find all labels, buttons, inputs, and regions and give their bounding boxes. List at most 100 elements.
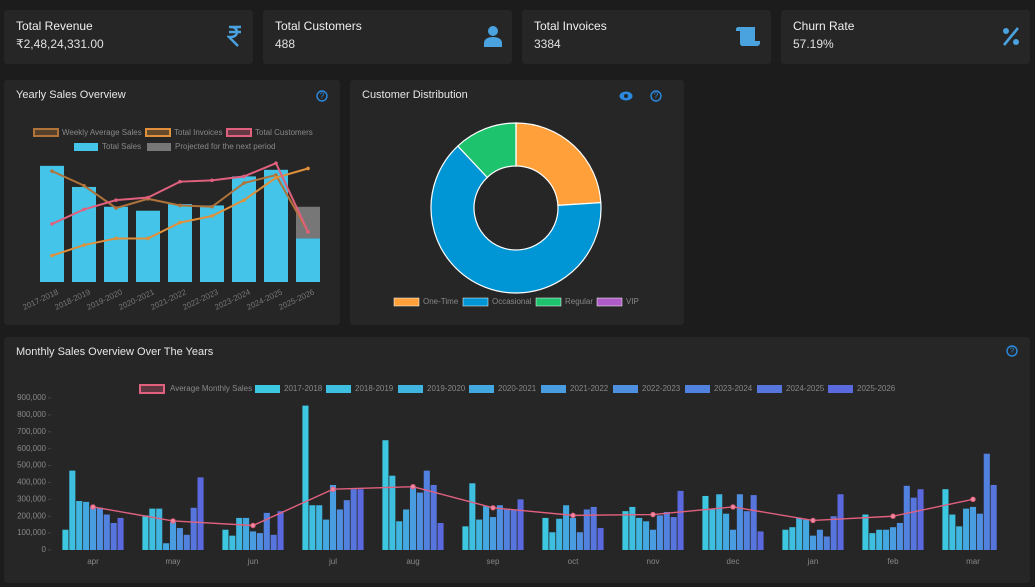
line-point xyxy=(82,207,86,212)
bar xyxy=(277,511,284,550)
x-tick-label: jan xyxy=(807,557,819,566)
legend-label: Regular xyxy=(565,297,593,306)
bar xyxy=(409,487,417,550)
legend-swatch xyxy=(613,385,638,393)
bar xyxy=(990,484,997,550)
bar xyxy=(76,501,83,550)
y-tick-label: 600,000 xyxy=(17,444,46,453)
legend-label: Total Customers xyxy=(255,128,313,137)
bar xyxy=(716,494,723,550)
legend-swatch xyxy=(139,384,165,394)
x-tick-label: jul xyxy=(328,557,337,566)
bar xyxy=(142,515,149,550)
bar xyxy=(597,528,604,550)
bar xyxy=(649,529,657,550)
bar xyxy=(656,515,663,550)
kpi-card: Total Customers 488 xyxy=(263,10,512,64)
bar xyxy=(190,507,197,550)
rupee-icon xyxy=(227,25,241,47)
bar xyxy=(910,497,917,550)
bar xyxy=(869,533,876,550)
bar xyxy=(483,506,490,550)
bar xyxy=(416,492,423,550)
line-point xyxy=(82,183,86,188)
legend-label: 2019-2020 xyxy=(427,384,466,393)
bar xyxy=(89,506,97,550)
bar xyxy=(670,517,677,550)
x-tick-label: may xyxy=(165,557,180,566)
scroll-icon xyxy=(736,27,760,46)
bar xyxy=(183,534,190,550)
x-tick-label: dec xyxy=(727,557,740,566)
legend-swatch xyxy=(596,297,623,307)
help-icon[interactable]: ? xyxy=(1006,345,1018,357)
y-tick-label: 900,000 xyxy=(17,393,46,402)
bar xyxy=(782,529,789,550)
kpi-value: 3384 xyxy=(534,37,561,51)
kpi-card: Churn Rate 57.19% xyxy=(781,10,1030,64)
bar xyxy=(983,453,990,550)
legend-label: Weekly Average Sales xyxy=(62,128,142,137)
svg-text:?: ? xyxy=(1010,347,1015,356)
panel-title: Customer Distribution xyxy=(362,89,468,101)
bar xyxy=(889,527,897,550)
x-tick-label: feb xyxy=(887,557,899,566)
line-point xyxy=(50,222,54,226)
bar xyxy=(729,529,737,550)
line-point xyxy=(890,513,896,519)
bar xyxy=(583,509,590,550)
legend-swatch xyxy=(685,385,710,393)
legend-swatch xyxy=(462,297,489,307)
eye-icon[interactable] xyxy=(619,91,633,101)
bar xyxy=(503,508,510,550)
bar xyxy=(709,509,716,550)
bar xyxy=(264,169,288,282)
kpi-card: Total Revenue ₹2,48,24,331.00 xyxy=(4,10,253,64)
line-point xyxy=(210,214,214,218)
bar xyxy=(816,529,823,550)
y-tick-label: 500,000 xyxy=(17,461,46,470)
x-tick-label: aug xyxy=(406,557,419,566)
percent-icon xyxy=(1002,27,1020,46)
bar xyxy=(222,529,229,550)
bar xyxy=(563,505,570,550)
bar xyxy=(789,527,796,550)
bar xyxy=(263,512,270,550)
legend-swatch xyxy=(398,385,423,393)
x-tick-label: apr xyxy=(87,557,99,566)
legend-label: 2024-2025 xyxy=(786,384,825,393)
bar xyxy=(69,470,76,550)
bar xyxy=(942,489,949,550)
help-icon[interactable]: ? xyxy=(316,90,328,102)
bar xyxy=(896,522,903,550)
line-point xyxy=(570,512,576,519)
bar xyxy=(837,494,844,550)
bar xyxy=(169,522,177,550)
bar xyxy=(403,509,410,550)
y-tick-label: 100,000 xyxy=(17,528,46,537)
bar xyxy=(302,405,309,550)
help-icon[interactable]: ? xyxy=(650,90,662,102)
bar xyxy=(976,513,983,550)
svg-text:?: ? xyxy=(320,92,325,101)
bar xyxy=(743,511,750,550)
line-point xyxy=(210,204,214,209)
legend-swatch xyxy=(828,385,853,393)
x-tick-label: oct xyxy=(568,557,579,566)
legend-label: 2018-2019 xyxy=(355,384,394,393)
bar xyxy=(336,509,343,550)
bar xyxy=(270,534,277,550)
bar xyxy=(862,514,869,550)
legend-label: 2025-2026 xyxy=(857,384,896,393)
line-point xyxy=(170,518,176,524)
bar xyxy=(622,511,629,550)
bar xyxy=(876,529,883,550)
legend-label: Total Sales xyxy=(102,142,141,151)
bar xyxy=(423,470,430,550)
line-point xyxy=(250,522,256,529)
bar xyxy=(72,186,96,282)
bar xyxy=(963,508,970,550)
bar xyxy=(249,531,257,550)
legend-label: One-Time xyxy=(423,297,459,306)
kpi-value: 57.19% xyxy=(793,37,834,51)
